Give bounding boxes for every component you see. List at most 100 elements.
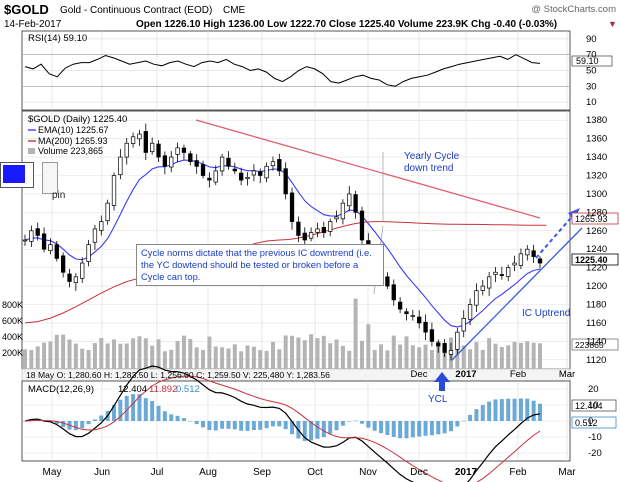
macd-hist-bar bbox=[150, 400, 155, 421]
volume-bar bbox=[283, 335, 288, 369]
volume-bar bbox=[493, 343, 498, 369]
macd-hist-bar bbox=[404, 421, 409, 439]
price-month-label: Dec bbox=[411, 369, 428, 380]
yearly-cycle-label: Yearly Cycle bbox=[404, 151, 460, 162]
volume-tick-label: 400K bbox=[2, 332, 23, 342]
price-tick-label: 1380 bbox=[586, 115, 607, 126]
candle-body bbox=[359, 210, 365, 241]
macd-hist-bar bbox=[347, 421, 352, 422]
candle-body bbox=[277, 159, 282, 172]
volume-bar bbox=[538, 343, 542, 369]
volume-bar bbox=[213, 346, 218, 369]
macd-tick-label: 10 bbox=[588, 400, 599, 411]
ic-uptrend-line bbox=[451, 227, 583, 361]
rsi-tick-label: 90 bbox=[586, 34, 597, 45]
volume-bar bbox=[175, 341, 180, 369]
macd-tick-label: -10 bbox=[588, 432, 602, 443]
macd-hist-bar bbox=[461, 420, 466, 422]
candle-body bbox=[264, 165, 269, 179]
macd-hist-bar bbox=[398, 421, 403, 439]
instrument-name: Gold - Continuous Contract (EOD) bbox=[60, 5, 212, 16]
macd-signal-line bbox=[24, 375, 541, 482]
candle-body bbox=[213, 170, 218, 183]
macd-hist-bar bbox=[92, 419, 97, 421]
last-value-flag bbox=[571, 253, 619, 266]
macd-hist-bar bbox=[264, 421, 269, 429]
volume-bar bbox=[105, 343, 110, 369]
volume-bar bbox=[410, 345, 415, 369]
volume-bar bbox=[315, 338, 320, 369]
volume-bar bbox=[258, 349, 263, 369]
volume-bar bbox=[302, 340, 307, 369]
macd-hist-bar bbox=[86, 421, 91, 425]
macd-hist-bar bbox=[493, 399, 498, 421]
volume-bar bbox=[474, 342, 479, 369]
watermark: @ StockCharts.com bbox=[531, 4, 616, 15]
volume-bar bbox=[290, 335, 295, 369]
candle-body bbox=[474, 290, 479, 306]
price-tick-label: 1120 bbox=[586, 355, 606, 366]
macd-hist-bar bbox=[353, 420, 358, 422]
color-swatch[interactable] bbox=[0, 162, 34, 188]
candle-body bbox=[118, 156, 123, 176]
volume-tick-label: 800K bbox=[2, 300, 23, 310]
candle-body bbox=[156, 143, 161, 158]
volume-bar bbox=[86, 349, 91, 369]
candle-body bbox=[385, 276, 390, 287]
rsi-tick-label: 70 bbox=[586, 50, 597, 61]
candle-body bbox=[111, 175, 117, 206]
macd-hist-bar bbox=[340, 421, 345, 426]
rsi-tick-label: 10 bbox=[586, 97, 597, 108]
candle-body bbox=[283, 168, 288, 195]
macd-hist-bar bbox=[531, 400, 536, 421]
month-label: May bbox=[43, 467, 62, 478]
volume-bar bbox=[194, 347, 199, 369]
rsi-line bbox=[24, 54, 541, 87]
macd-tick-label: 20 bbox=[588, 384, 599, 395]
month-label: Oct bbox=[307, 467, 323, 478]
macd-hist-bar bbox=[80, 421, 85, 429]
candle-body bbox=[181, 147, 187, 153]
menu-caret-icon[interactable]: ▼ bbox=[608, 19, 617, 29]
macd-hist-bar bbox=[156, 405, 161, 421]
candle-body bbox=[302, 232, 307, 241]
macd-hist-bar bbox=[480, 405, 485, 421]
volume-bar bbox=[112, 339, 117, 369]
candle-body bbox=[512, 262, 517, 266]
volume-bars bbox=[23, 298, 542, 369]
candle-body bbox=[251, 170, 257, 176]
macd-hist-bar bbox=[455, 421, 460, 427]
yearly-cycle-label-line2: down trend bbox=[404, 163, 453, 174]
volume-bar bbox=[99, 338, 104, 369]
macd-histogram bbox=[23, 394, 542, 441]
candle-body bbox=[29, 230, 34, 242]
candle-body bbox=[410, 315, 415, 317]
candle-body bbox=[404, 311, 409, 315]
rsi-label: RSI(14) 59.10 bbox=[28, 33, 87, 44]
macd-hist-bar bbox=[334, 421, 339, 431]
pin-toggle[interactable] bbox=[42, 162, 58, 194]
macd-hist-bar bbox=[220, 421, 225, 429]
volume-bar bbox=[512, 341, 517, 369]
volume-bar bbox=[340, 345, 345, 369]
volume-bar bbox=[499, 347, 504, 369]
price-month-label: Mar bbox=[559, 369, 575, 380]
volume-bar bbox=[334, 339, 339, 369]
macd-line bbox=[24, 365, 541, 482]
candle-body bbox=[150, 142, 155, 153]
macd-hist-bar bbox=[143, 398, 148, 421]
volume-label: Volume 223,865 bbox=[38, 146, 103, 156]
rsi-value-flag-text: 59.10 bbox=[576, 56, 599, 66]
volume-bar bbox=[54, 334, 59, 369]
price-tick-label: 1200 bbox=[586, 281, 607, 292]
macd-hist-bar bbox=[73, 421, 78, 431]
candle-body bbox=[442, 343, 447, 353]
volume-bar bbox=[137, 336, 142, 369]
macd-hist-bar bbox=[270, 421, 275, 427]
ohlc-stats: Open 1226.10 High 1236.00 Low 1222.70 Cl… bbox=[136, 19, 557, 30]
macd-hist-bar bbox=[61, 421, 66, 427]
candle-body bbox=[296, 221, 301, 236]
exchange: CME bbox=[223, 5, 246, 16]
volume-bar bbox=[131, 338, 136, 369]
candle-body bbox=[448, 350, 454, 355]
